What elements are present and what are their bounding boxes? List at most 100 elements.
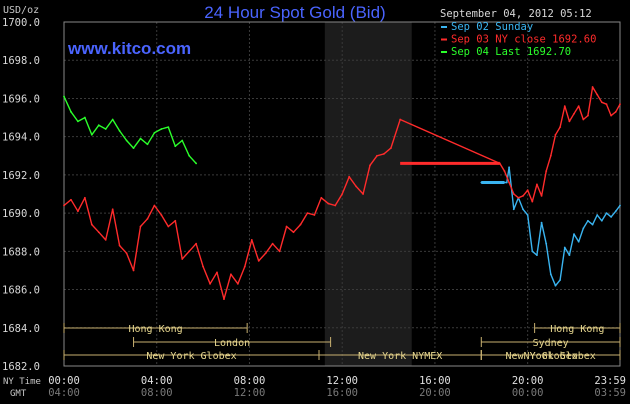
series-point-0 — [582, 227, 585, 230]
series-point-1 — [320, 196, 323, 199]
series-point-1 — [522, 195, 524, 197]
series-point-1 — [202, 265, 204, 268]
series-point-1 — [104, 238, 107, 241]
series-point-1 — [517, 196, 520, 199]
series-point-0 — [610, 216, 613, 218]
series-point-1 — [591, 86, 594, 88]
x-tick-label-gmt: 04:00 — [48, 387, 80, 399]
series-point-1 — [188, 250, 191, 253]
x-tick-label-gmt: 20:00 — [419, 387, 451, 399]
series-line-1 — [63, 86, 621, 300]
series-point-1 — [348, 175, 351, 178]
series-point-2 — [125, 139, 128, 142]
series-point-2 — [139, 137, 142, 140]
x-tick-label-ny: 16:00 — [419, 375, 451, 387]
series-point-0 — [577, 240, 580, 243]
series-point-0 — [600, 219, 603, 222]
x-tick-label-ny: 08:00 — [234, 375, 266, 387]
market-session-label: Hong Kong — [128, 324, 182, 335]
series-point-1 — [70, 198, 72, 201]
y-tick-label: 1686.0 — [2, 285, 40, 297]
y-tick-label: 1688.0 — [2, 246, 40, 258]
series-point-0 — [508, 166, 511, 169]
series-point-0 — [554, 284, 557, 287]
legend-label: Sep 02 Sunday — [451, 21, 533, 33]
series-point-2 — [83, 116, 86, 119]
series-point-0 — [522, 208, 524, 211]
series-point-0 — [540, 221, 543, 224]
brand-label: www.kitco.com — [67, 39, 191, 58]
x-tick-label-gmt: 00:00 — [512, 387, 544, 399]
series-point-2 — [70, 110, 72, 113]
series-point-1 — [257, 259, 260, 262]
series-point-1 — [264, 252, 267, 255]
series-point-0 — [596, 214, 599, 216]
series-point-1 — [118, 244, 121, 247]
series-line-2 — [63, 96, 197, 164]
series-point-0 — [605, 212, 608, 215]
series-point-1 — [389, 147, 392, 150]
series-point-0 — [619, 204, 621, 207]
series-point-1 — [376, 154, 378, 157]
series-point-1 — [355, 185, 358, 188]
series-point-1 — [508, 181, 511, 184]
series-point-1 — [362, 193, 364, 195]
series-point-1 — [531, 200, 534, 203]
series-point-1 — [619, 103, 621, 106]
series-point-2 — [63, 95, 65, 98]
series-point-0 — [573, 233, 575, 236]
series-point-0 — [505, 181, 508, 184]
series-point-2 — [118, 130, 121, 132]
series-point-0 — [545, 242, 548, 245]
series-point-0 — [559, 279, 562, 281]
series-point-1 — [271, 242, 274, 245]
series-point-1 — [243, 265, 246, 268]
series-point-1 — [236, 282, 239, 285]
x-row-label-gmt: GMT — [10, 389, 27, 399]
series-point-1 — [587, 114, 589, 117]
series-point-1 — [181, 258, 184, 260]
series-point-1 — [83, 196, 86, 199]
series-point-1 — [568, 120, 571, 123]
series-point-1 — [90, 223, 93, 226]
series-point-1 — [549, 154, 552, 157]
y-tick-label: 1694.0 — [2, 132, 40, 144]
market-session-label: New York Globex — [146, 351, 236, 362]
legend-label: Sep 04 Last 1692.70 — [451, 46, 571, 58]
series-point-2 — [195, 162, 198, 165]
market-session-label: New York NYMEX — [358, 351, 442, 362]
series-point-1 — [334, 204, 337, 207]
series-point-0 — [563, 246, 566, 249]
y-tick-label: 1700.0 — [2, 17, 40, 29]
series-point-0 — [526, 214, 529, 216]
y-tick-label: 1696.0 — [2, 93, 40, 105]
series-point-1 — [600, 101, 603, 104]
series-point-1 — [146, 217, 149, 220]
series-point-1 — [512, 193, 515, 195]
series-point-2 — [90, 133, 93, 136]
market-session-label: NY Globex — [524, 351, 578, 362]
y-axis-unit-label: USD/oz — [3, 5, 39, 16]
series-point-1 — [174, 219, 177, 222]
series-point-1 — [250, 238, 253, 241]
series-point-1 — [278, 250, 281, 253]
series-point-0 — [568, 254, 571, 257]
market-session-label: Hong Kong — [550, 324, 604, 335]
series-point-1 — [230, 273, 232, 276]
y-tick-label: 1692.0 — [2, 170, 40, 182]
series-point-1 — [540, 195, 543, 197]
series-point-1 — [596, 93, 599, 96]
series-point-2 — [132, 147, 135, 150]
series-point-2 — [153, 131, 156, 134]
series-point-1 — [545, 170, 548, 172]
x-tick-label-gmt: 08:00 — [141, 387, 173, 399]
series-point-1 — [559, 126, 562, 129]
x-tick-label-ny: 00:00 — [48, 375, 80, 387]
series-point-1 — [605, 103, 608, 106]
plot-frame — [63, 21, 621, 367]
series-point-2 — [146, 143, 149, 146]
series-point-1 — [554, 133, 557, 136]
series-point-2 — [97, 124, 100, 127]
